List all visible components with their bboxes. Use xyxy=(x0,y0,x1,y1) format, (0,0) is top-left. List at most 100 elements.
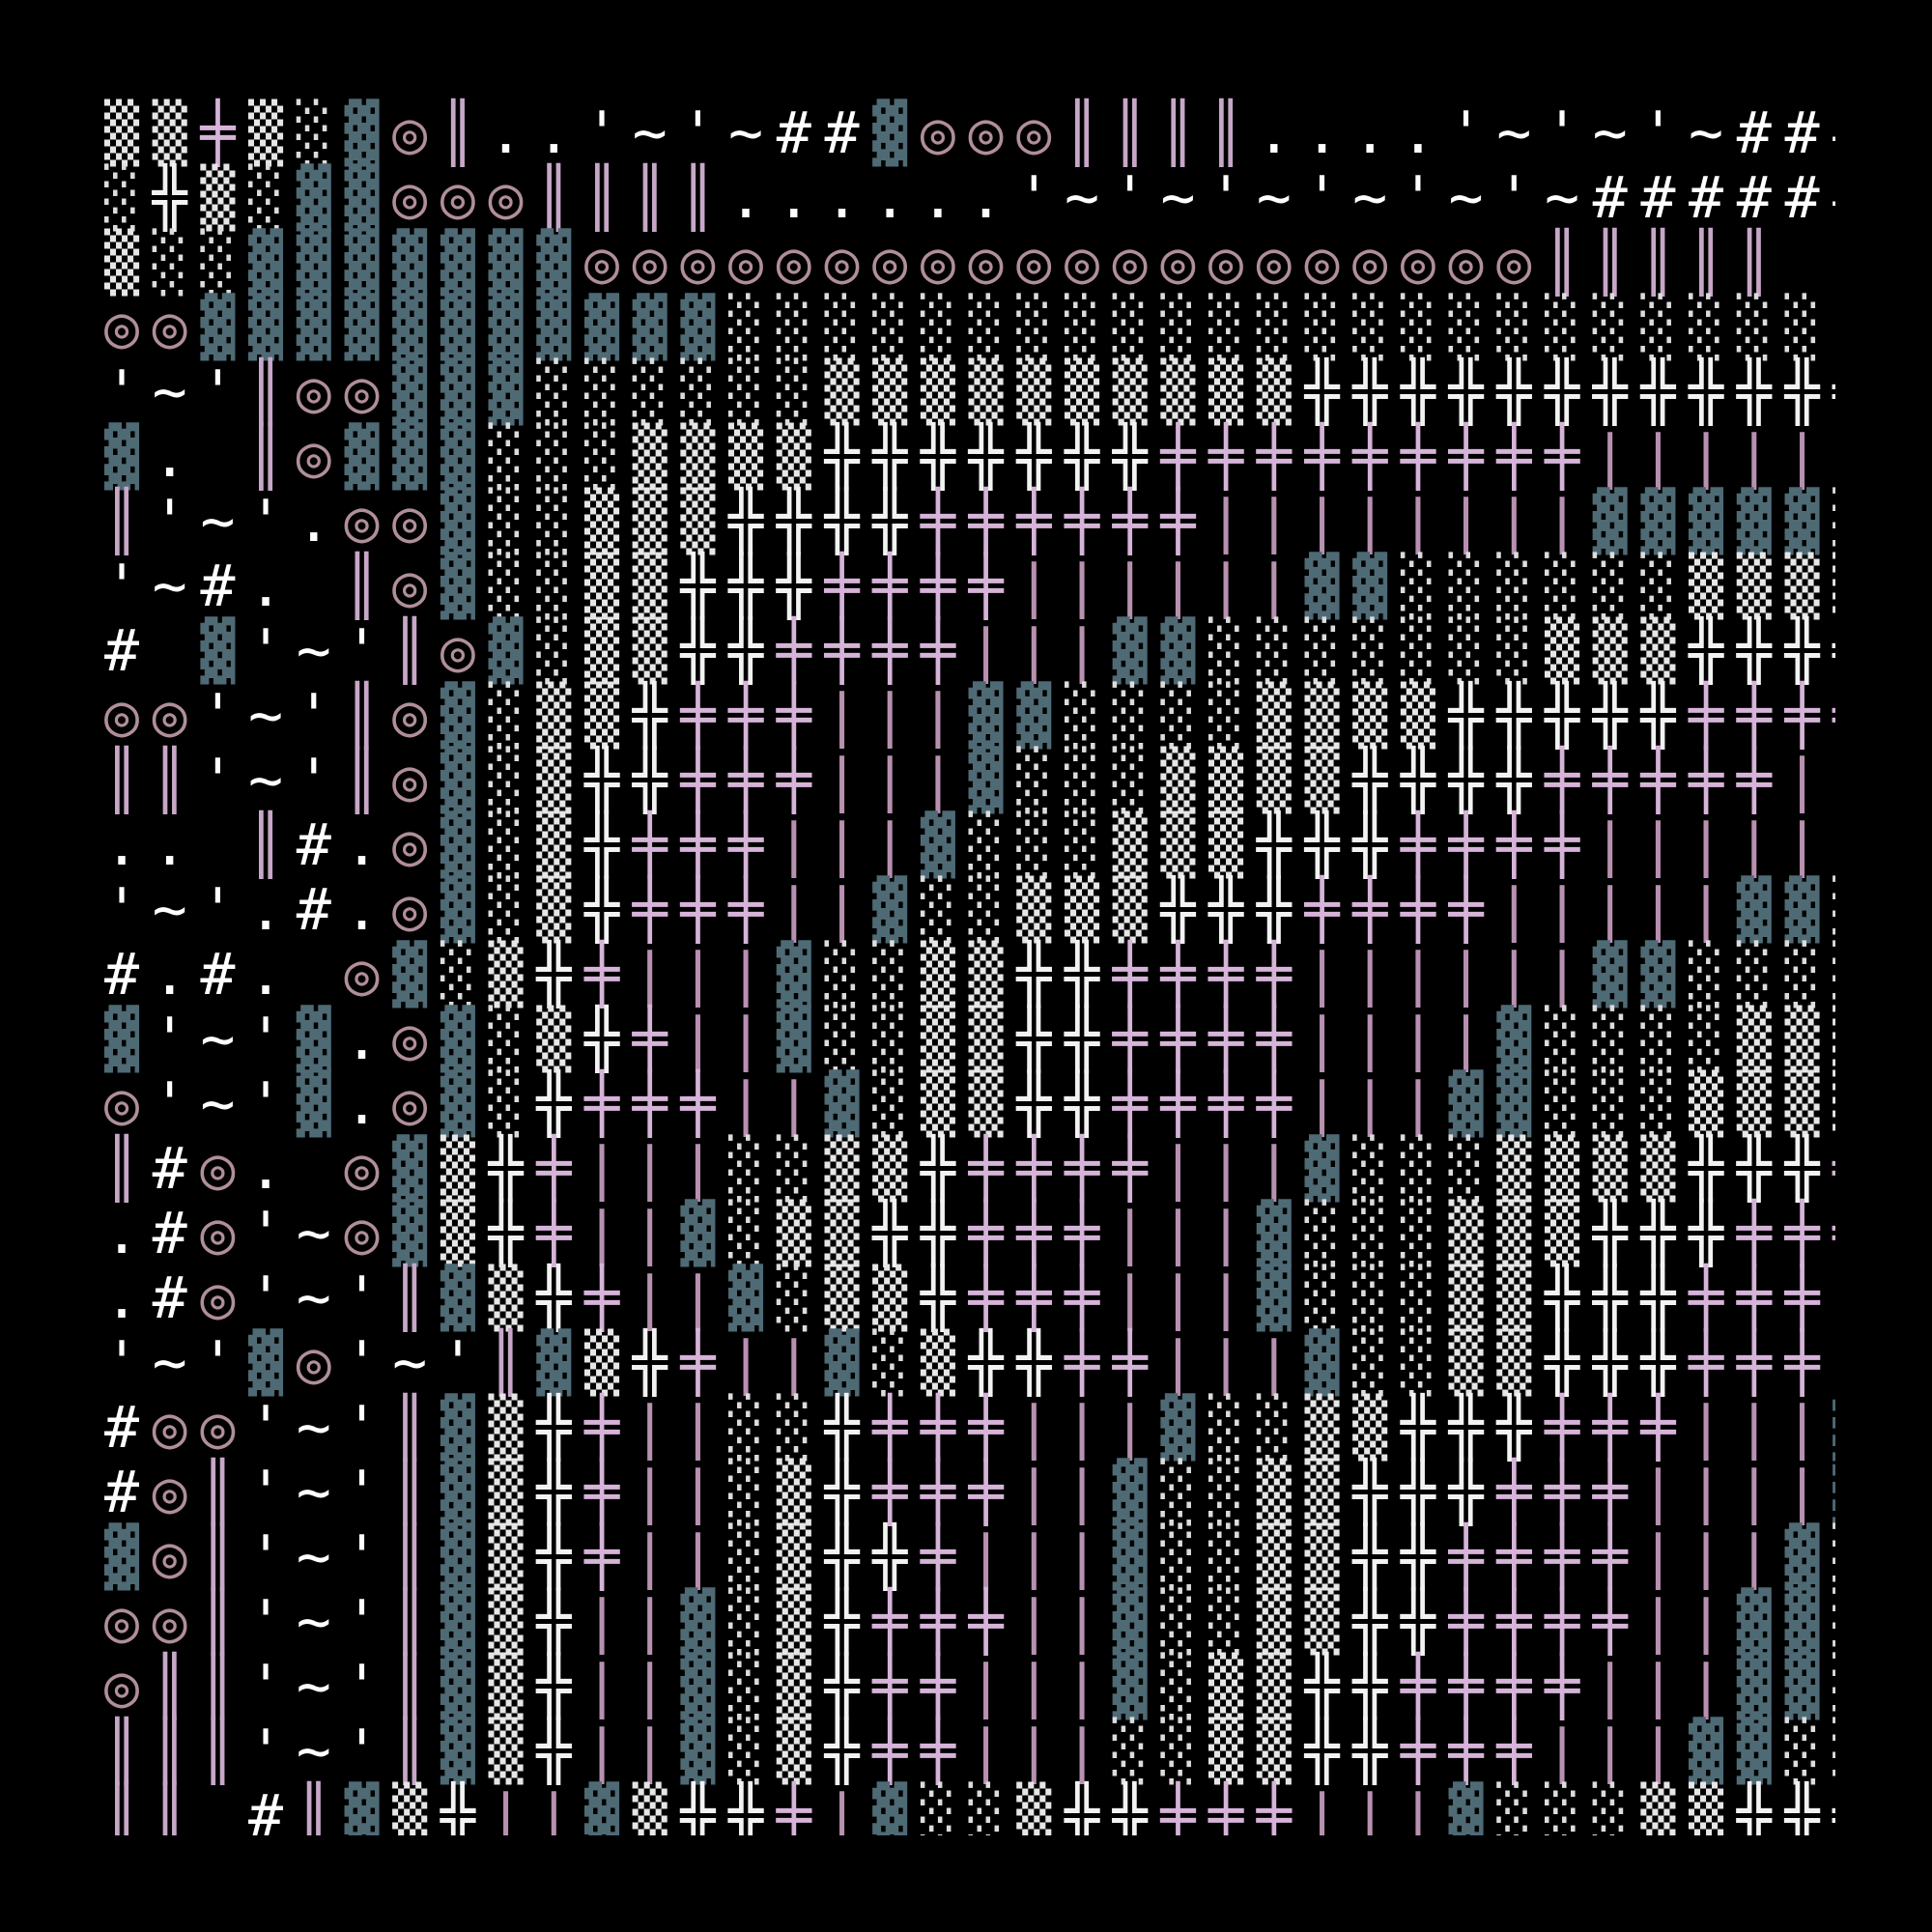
glyph: ╬ xyxy=(1688,1198,1724,1268)
glyph: | xyxy=(1401,941,1435,1009)
glyph: ╬ xyxy=(1303,1716,1340,1786)
glyph: ╪ xyxy=(1112,1327,1149,1397)
glyph: ▓ xyxy=(344,163,380,232)
glyph: | xyxy=(633,941,668,1009)
glyph: | xyxy=(1065,1394,1099,1462)
glyph: ▒ xyxy=(824,1134,860,1203)
glyph: ╪ xyxy=(1736,680,1773,750)
glyph: ▒ xyxy=(824,1199,860,1267)
glyph: ╪ xyxy=(1832,1133,1868,1203)
glyph: ' xyxy=(153,488,187,555)
glyph: ░ xyxy=(921,875,955,944)
glyph: ╪ xyxy=(1688,680,1724,750)
glyph: ~ xyxy=(1160,164,1195,232)
glyph: | xyxy=(1496,876,1531,944)
glyph: | xyxy=(1449,1006,1484,1073)
glyph: ' xyxy=(200,682,235,750)
glyph: ▓ xyxy=(1784,487,1820,555)
glyph: ▒ xyxy=(248,99,284,167)
glyph: ░ xyxy=(777,357,811,426)
glyph: ╪ xyxy=(1064,1198,1100,1267)
glyph: ╪ xyxy=(632,874,668,944)
glyph: ▓ xyxy=(297,228,332,297)
glyph: ║ xyxy=(392,1392,427,1462)
glyph: | xyxy=(1208,1329,1243,1397)
glyph: ' xyxy=(248,1459,283,1526)
glyph: ▓ xyxy=(536,1328,572,1397)
glyph: ╪ xyxy=(1495,1716,1532,1785)
glyph: ░ xyxy=(536,616,571,685)
glyph: ╬ xyxy=(1351,1651,1388,1721)
glyph: ╬ xyxy=(823,421,860,492)
glyph: # xyxy=(1593,164,1628,232)
glyph: | xyxy=(584,1135,619,1203)
glyph: ▒ xyxy=(1065,357,1100,426)
glyph: ░ xyxy=(1401,1264,1435,1332)
glyph: ▒ xyxy=(104,228,140,297)
glyph: ╪ xyxy=(1159,939,1196,1009)
glyph: ▒ xyxy=(777,1522,812,1591)
glyph: ▓ xyxy=(440,1069,476,1138)
glyph: ╬ xyxy=(1448,1457,1485,1527)
glyph xyxy=(200,811,235,879)
glyph: ░ xyxy=(680,357,715,426)
glyph: ░ xyxy=(1545,1069,1579,1138)
glyph: ╪ xyxy=(871,1392,908,1462)
glyph: ▒ xyxy=(1113,810,1149,879)
glyph: ◎ xyxy=(200,1200,235,1267)
glyph: ' xyxy=(248,1653,283,1720)
glyph: | xyxy=(680,1006,715,1073)
glyph: ' xyxy=(248,1588,283,1656)
glyph: ░ xyxy=(728,1587,763,1656)
glyph: | xyxy=(1737,423,1772,491)
glyph: ╬ xyxy=(1351,1716,1388,1786)
glyph: ╪ xyxy=(1015,1133,1052,1203)
glyph: ' xyxy=(344,1394,379,1462)
glyph: ░ xyxy=(1352,616,1387,685)
glyph: ' xyxy=(248,1394,283,1462)
glyph: ▓ xyxy=(680,293,716,361)
glyph-row: '~#. ║◎▓░░▒▒╬╬╬╪╪╪╪||||||▓▓░░░░░░▒▒▒▒▒▒ xyxy=(104,551,1932,621)
glyph: ╬ xyxy=(488,1133,525,1204)
glyph: ╪ xyxy=(535,1198,572,1267)
glyph: ▒ xyxy=(680,487,716,555)
glyph-row: '~'║◎◎▓▓▓░░░░░░▒▒▒▒▒▒▒▒▒▒╬╬╬╬╬╬╬╬╬╬╬╬ xyxy=(104,356,1868,427)
glyph: ' xyxy=(297,747,331,814)
glyph: ◎ xyxy=(344,358,379,426)
glyph: ╪ xyxy=(871,551,908,620)
glyph: ▒ xyxy=(921,1005,956,1073)
glyph: ▓ xyxy=(344,99,380,167)
glyph: ▓ xyxy=(248,228,284,297)
glyph: ◎ xyxy=(584,229,619,297)
glyph: ╪ xyxy=(1064,1327,1100,1397)
glyph: | xyxy=(969,617,1004,685)
glyph: ' xyxy=(1208,164,1243,232)
glyph: # xyxy=(1737,164,1772,232)
glyph: ◎ xyxy=(1113,229,1148,297)
glyph: ░ xyxy=(728,1199,763,1267)
glyph: ~ xyxy=(200,1070,235,1138)
glyph: ▒ xyxy=(1449,1264,1485,1332)
glyph: ▓ xyxy=(440,1264,476,1332)
glyph: ╬ xyxy=(1544,356,1580,427)
glyph: ▒ xyxy=(921,1069,956,1138)
glyph: ╬ xyxy=(1351,810,1388,880)
glyph: ░ xyxy=(969,875,1004,944)
glyph: ▒ xyxy=(1113,357,1149,426)
glyph: ▒ xyxy=(536,1005,572,1073)
glyph: ▒ xyxy=(777,1587,812,1656)
glyph: ░ xyxy=(921,293,955,361)
glyph: ▒ xyxy=(1545,1134,1580,1203)
glyph: ╪ xyxy=(1832,680,1868,750)
glyph: ▒ xyxy=(1689,1069,1724,1138)
glyph: ▒ xyxy=(633,552,668,620)
glyph: ░ xyxy=(536,487,571,555)
glyph: ~ xyxy=(297,1523,331,1591)
glyph: ╪ xyxy=(679,810,716,879)
glyph: | xyxy=(1065,1588,1099,1656)
glyph: ╪ xyxy=(871,615,908,685)
glyph: ╬ xyxy=(679,615,716,686)
glyph: ╬ xyxy=(920,421,956,492)
glyph: | xyxy=(1784,1394,1819,1462)
